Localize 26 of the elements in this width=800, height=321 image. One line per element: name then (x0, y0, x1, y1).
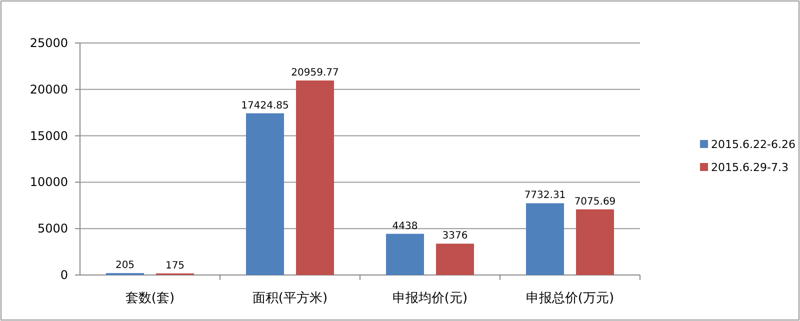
x-tick-label: 申报总价(万元) (526, 291, 614, 306)
data-label: 205 (115, 260, 135, 272)
data-label: 17424.85 (241, 100, 289, 112)
data-label: 175 (165, 260, 185, 272)
legend-label: 2015.6.22-6.26 (711, 138, 796, 151)
bar (576, 209, 614, 275)
y-tick-label: 5000 (37, 222, 68, 236)
bar (386, 234, 424, 275)
data-label: 7732.31 (524, 190, 566, 202)
bar (246, 113, 284, 275)
x-tick-label: 申报均价(元) (392, 291, 468, 306)
data-label: 7075.69 (574, 196, 616, 208)
bar (436, 244, 474, 275)
y-tick-label: 25000 (30, 36, 68, 50)
y-tick-label: 15000 (30, 128, 68, 143)
bar (296, 80, 334, 275)
data-label: 3376 (442, 230, 468, 242)
y-tick-label: 0 (60, 268, 68, 282)
x-tick-label: 面积(平方米) (252, 290, 328, 306)
x-tick-label: 套数(套) (125, 291, 175, 306)
data-label: 20959.77 (291, 67, 339, 78)
y-tick-label: 20000 (30, 82, 68, 96)
y-tick-label: 10000 (30, 175, 68, 190)
data-label: 4438 (392, 220, 418, 232)
bar (526, 203, 564, 275)
legend-label: 2015.6.29-7.3 (711, 161, 788, 174)
